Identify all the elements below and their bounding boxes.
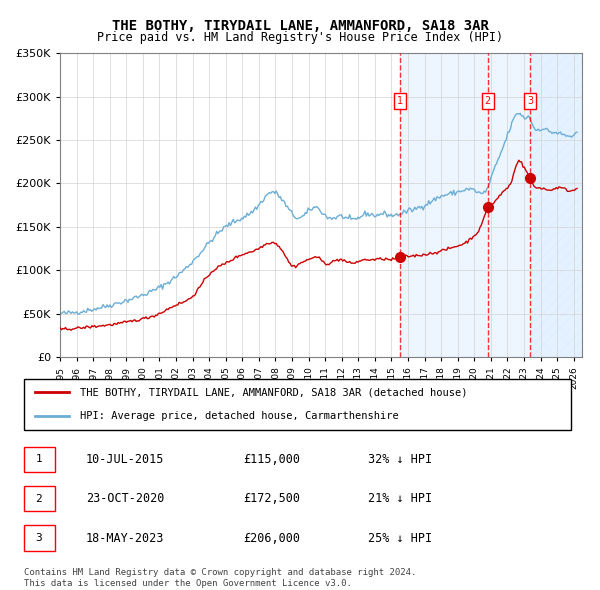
FancyBboxPatch shape [23,447,55,472]
Text: Contains HM Land Registry data © Crown copyright and database right 2024.: Contains HM Land Registry data © Crown c… [24,568,416,576]
Text: 2: 2 [485,96,491,106]
Text: THE BOTHY, TIRYDAIL LANE, AMMANFORD, SA18 3AR: THE BOTHY, TIRYDAIL LANE, AMMANFORD, SA1… [112,19,488,33]
Text: 3: 3 [35,533,42,543]
Text: 2: 2 [35,494,42,504]
Text: £206,000: £206,000 [244,532,301,545]
Text: 18-MAY-2023: 18-MAY-2023 [86,532,164,545]
Text: THE BOTHY, TIRYDAIL LANE, AMMANFORD, SA18 3AR (detached house): THE BOTHY, TIRYDAIL LANE, AMMANFORD, SA1… [80,388,467,398]
Text: 1: 1 [397,96,403,106]
Text: Price paid vs. HM Land Registry's House Price Index (HPI): Price paid vs. HM Land Registry's House … [97,31,503,44]
Bar [400,53,582,357]
Text: 32% ↓ HPI: 32% ↓ HPI [368,453,432,466]
Text: 21% ↓ HPI: 21% ↓ HPI [368,492,432,505]
Text: £115,000: £115,000 [244,453,301,466]
FancyBboxPatch shape [23,525,55,551]
Text: This data is licensed under the Open Government Licence v3.0.: This data is licensed under the Open Gov… [24,579,352,588]
FancyBboxPatch shape [23,379,571,430]
Text: 1: 1 [35,454,42,464]
Text: 10-JUL-2015: 10-JUL-2015 [86,453,164,466]
Text: 23-OCT-2020: 23-OCT-2020 [86,492,164,505]
FancyBboxPatch shape [23,486,55,512]
Text: 25% ↓ HPI: 25% ↓ HPI [368,532,432,545]
Text: £172,500: £172,500 [244,492,301,505]
Text: HPI: Average price, detached house, Carmarthenshire: HPI: Average price, detached house, Carm… [80,411,399,421]
Text: 3: 3 [527,96,533,106]
Bar [530,53,582,357]
